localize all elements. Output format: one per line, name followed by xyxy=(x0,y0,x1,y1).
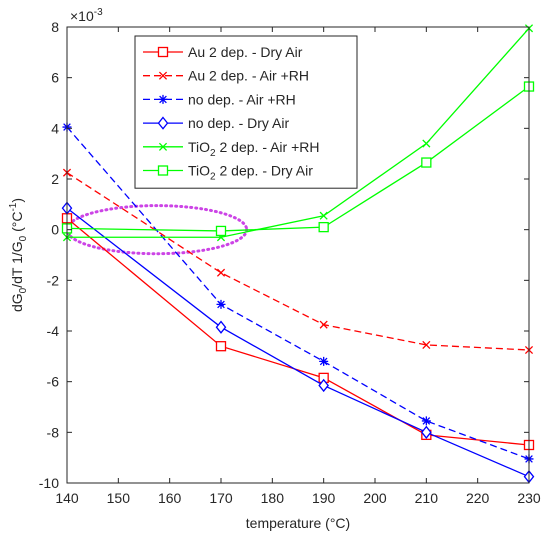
marker-square xyxy=(157,165,169,176)
marker-star xyxy=(158,94,168,104)
marker-x xyxy=(422,139,431,148)
y-tick-label: -10 xyxy=(39,475,59,491)
x-tick-label: 210 xyxy=(415,490,439,506)
legend-label: Au 2 dep. - Dry Air xyxy=(188,44,303,60)
legend-item-6: TiO2 2 dep. - Dry Air xyxy=(143,163,313,183)
marker-x xyxy=(216,268,226,277)
y-tick-label: 8 xyxy=(51,19,59,35)
series-4 xyxy=(61,201,535,484)
marker-diamond xyxy=(157,116,169,130)
marker-x xyxy=(422,340,431,349)
legend-item-4: no dep. - Dry Air xyxy=(143,115,289,131)
legend-item-5: TiO2 2 dep. - Air +RH xyxy=(143,139,320,159)
marker-star xyxy=(319,356,329,366)
legend: Au 2 dep. - Dry Air Au 2 dep. - Air +RH no… xyxy=(134,35,358,189)
marker-x xyxy=(158,71,168,80)
x-tick-label: 220 xyxy=(466,490,490,506)
marker-square xyxy=(421,157,432,168)
series-6 xyxy=(61,81,535,237)
axes: 140 150 160 170 180 190 200 210 220 230 -10 -8 -6 -4 -… xyxy=(39,19,541,506)
legend-label: TiO2 2 dep. - Dry Air xyxy=(188,163,313,183)
y-tick-label: 0 xyxy=(51,222,59,238)
x-tick-label: 170 xyxy=(209,490,233,506)
marker-x xyxy=(319,320,328,329)
marker-square xyxy=(215,341,227,352)
legend-label: TiO2 2 dep. - Air +RH xyxy=(188,139,320,159)
marker-square xyxy=(215,225,227,237)
x-tick-label: 140 xyxy=(55,490,79,506)
legend-item-3: no dep. - Air +RH xyxy=(143,91,296,107)
legend-box xyxy=(134,35,358,189)
plot-frame xyxy=(66,26,530,484)
marker-diamond xyxy=(215,320,227,334)
legend-item-1: Au 2 dep. - Dry Air xyxy=(143,44,303,60)
y-tick-label: -6 xyxy=(47,374,60,390)
y-tick-label: 4 xyxy=(51,120,59,136)
x-tick-label: 190 xyxy=(312,490,336,506)
y-axis-label: dG0/dT 1/G0 (°C-1) xyxy=(8,198,29,312)
y-tick-label: 6 xyxy=(51,70,59,86)
marker-square xyxy=(157,46,169,58)
x-tick-label: 180 xyxy=(261,490,285,506)
y-exponent-label: ×10-3 xyxy=(70,7,103,24)
y-tick-label: -8 xyxy=(47,424,60,440)
legend-label: Au 2 dep. - Air +RH xyxy=(188,68,309,84)
y-tick-label: -2 xyxy=(47,272,60,288)
marker-star xyxy=(421,416,431,426)
x-tick-label: 200 xyxy=(363,490,387,506)
x-tick-label: 150 xyxy=(107,490,131,506)
marker-x xyxy=(319,211,328,220)
marker-star xyxy=(216,299,226,309)
marker-diamond xyxy=(421,425,432,439)
legend-item-2: Au 2 dep. - Air +RH xyxy=(143,68,309,84)
legend-label: no dep. - Air +RH xyxy=(188,91,296,107)
marker-diamond xyxy=(318,378,329,393)
x-tick-label: 160 xyxy=(158,490,182,506)
x-tick-label: 230 xyxy=(517,490,541,506)
legend-label: no dep. - Dry Air xyxy=(188,115,289,131)
marker-square xyxy=(318,221,329,233)
marker-x xyxy=(158,142,168,151)
y-tick-label: 2 xyxy=(51,171,59,187)
x-axis-label: temperature (°C) xyxy=(246,515,350,531)
y-tick-label: -4 xyxy=(47,323,60,339)
